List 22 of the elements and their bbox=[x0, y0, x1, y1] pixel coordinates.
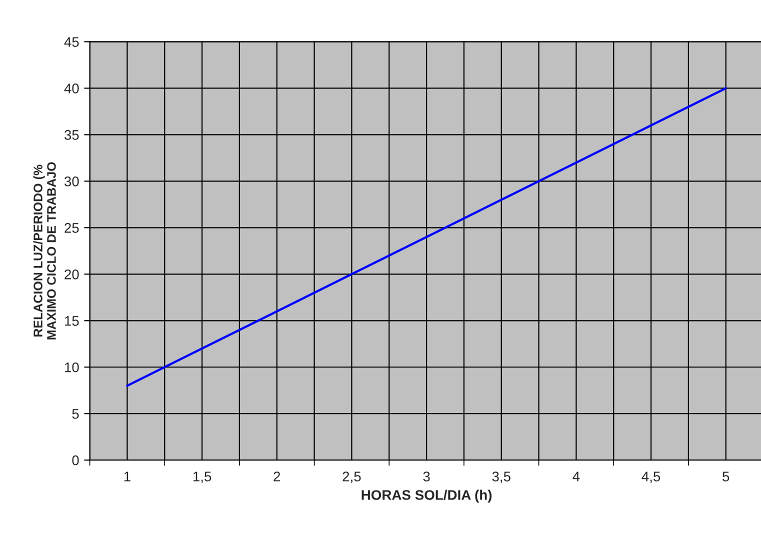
y-tick-label: 25 bbox=[64, 223, 79, 233]
x-tick-label: 1 bbox=[124, 472, 130, 482]
y-tick-label: 15 bbox=[64, 316, 79, 326]
y-tick-label: 45 bbox=[64, 37, 79, 47]
line-series bbox=[126, 87, 727, 387]
y-tick-label: 0 bbox=[72, 455, 79, 466]
y-tick-label: 30 bbox=[64, 176, 79, 186]
x-tick-label: 3 bbox=[423, 472, 430, 482]
x-tick-label: 4 bbox=[572, 472, 580, 482]
y-tick-label: 20 bbox=[64, 269, 79, 280]
x-tick-label: 4,5 bbox=[642, 472, 660, 484]
y-tick-label: 10 bbox=[64, 362, 79, 372]
y-tick-label: 40 bbox=[64, 84, 79, 94]
x-tick-label: 2,5 bbox=[342, 472, 361, 484]
x-tick-label: 5 bbox=[722, 472, 730, 482]
x-tick-label: 2 bbox=[274, 472, 280, 482]
x-axis-title: HORAS SOL/DIA (h) bbox=[362, 490, 492, 503]
y-tick-label: 5 bbox=[72, 409, 79, 419]
x-tick-label: 1,5 bbox=[193, 472, 212, 484]
x-tick-label: 3,5 bbox=[492, 472, 510, 484]
y-axis-title: RELACION LUZ/PERIODO (% MAXIMO CICLO DE TRABAJO bbox=[33, 162, 56, 340]
y-tick-label: 35 bbox=[64, 130, 79, 140]
